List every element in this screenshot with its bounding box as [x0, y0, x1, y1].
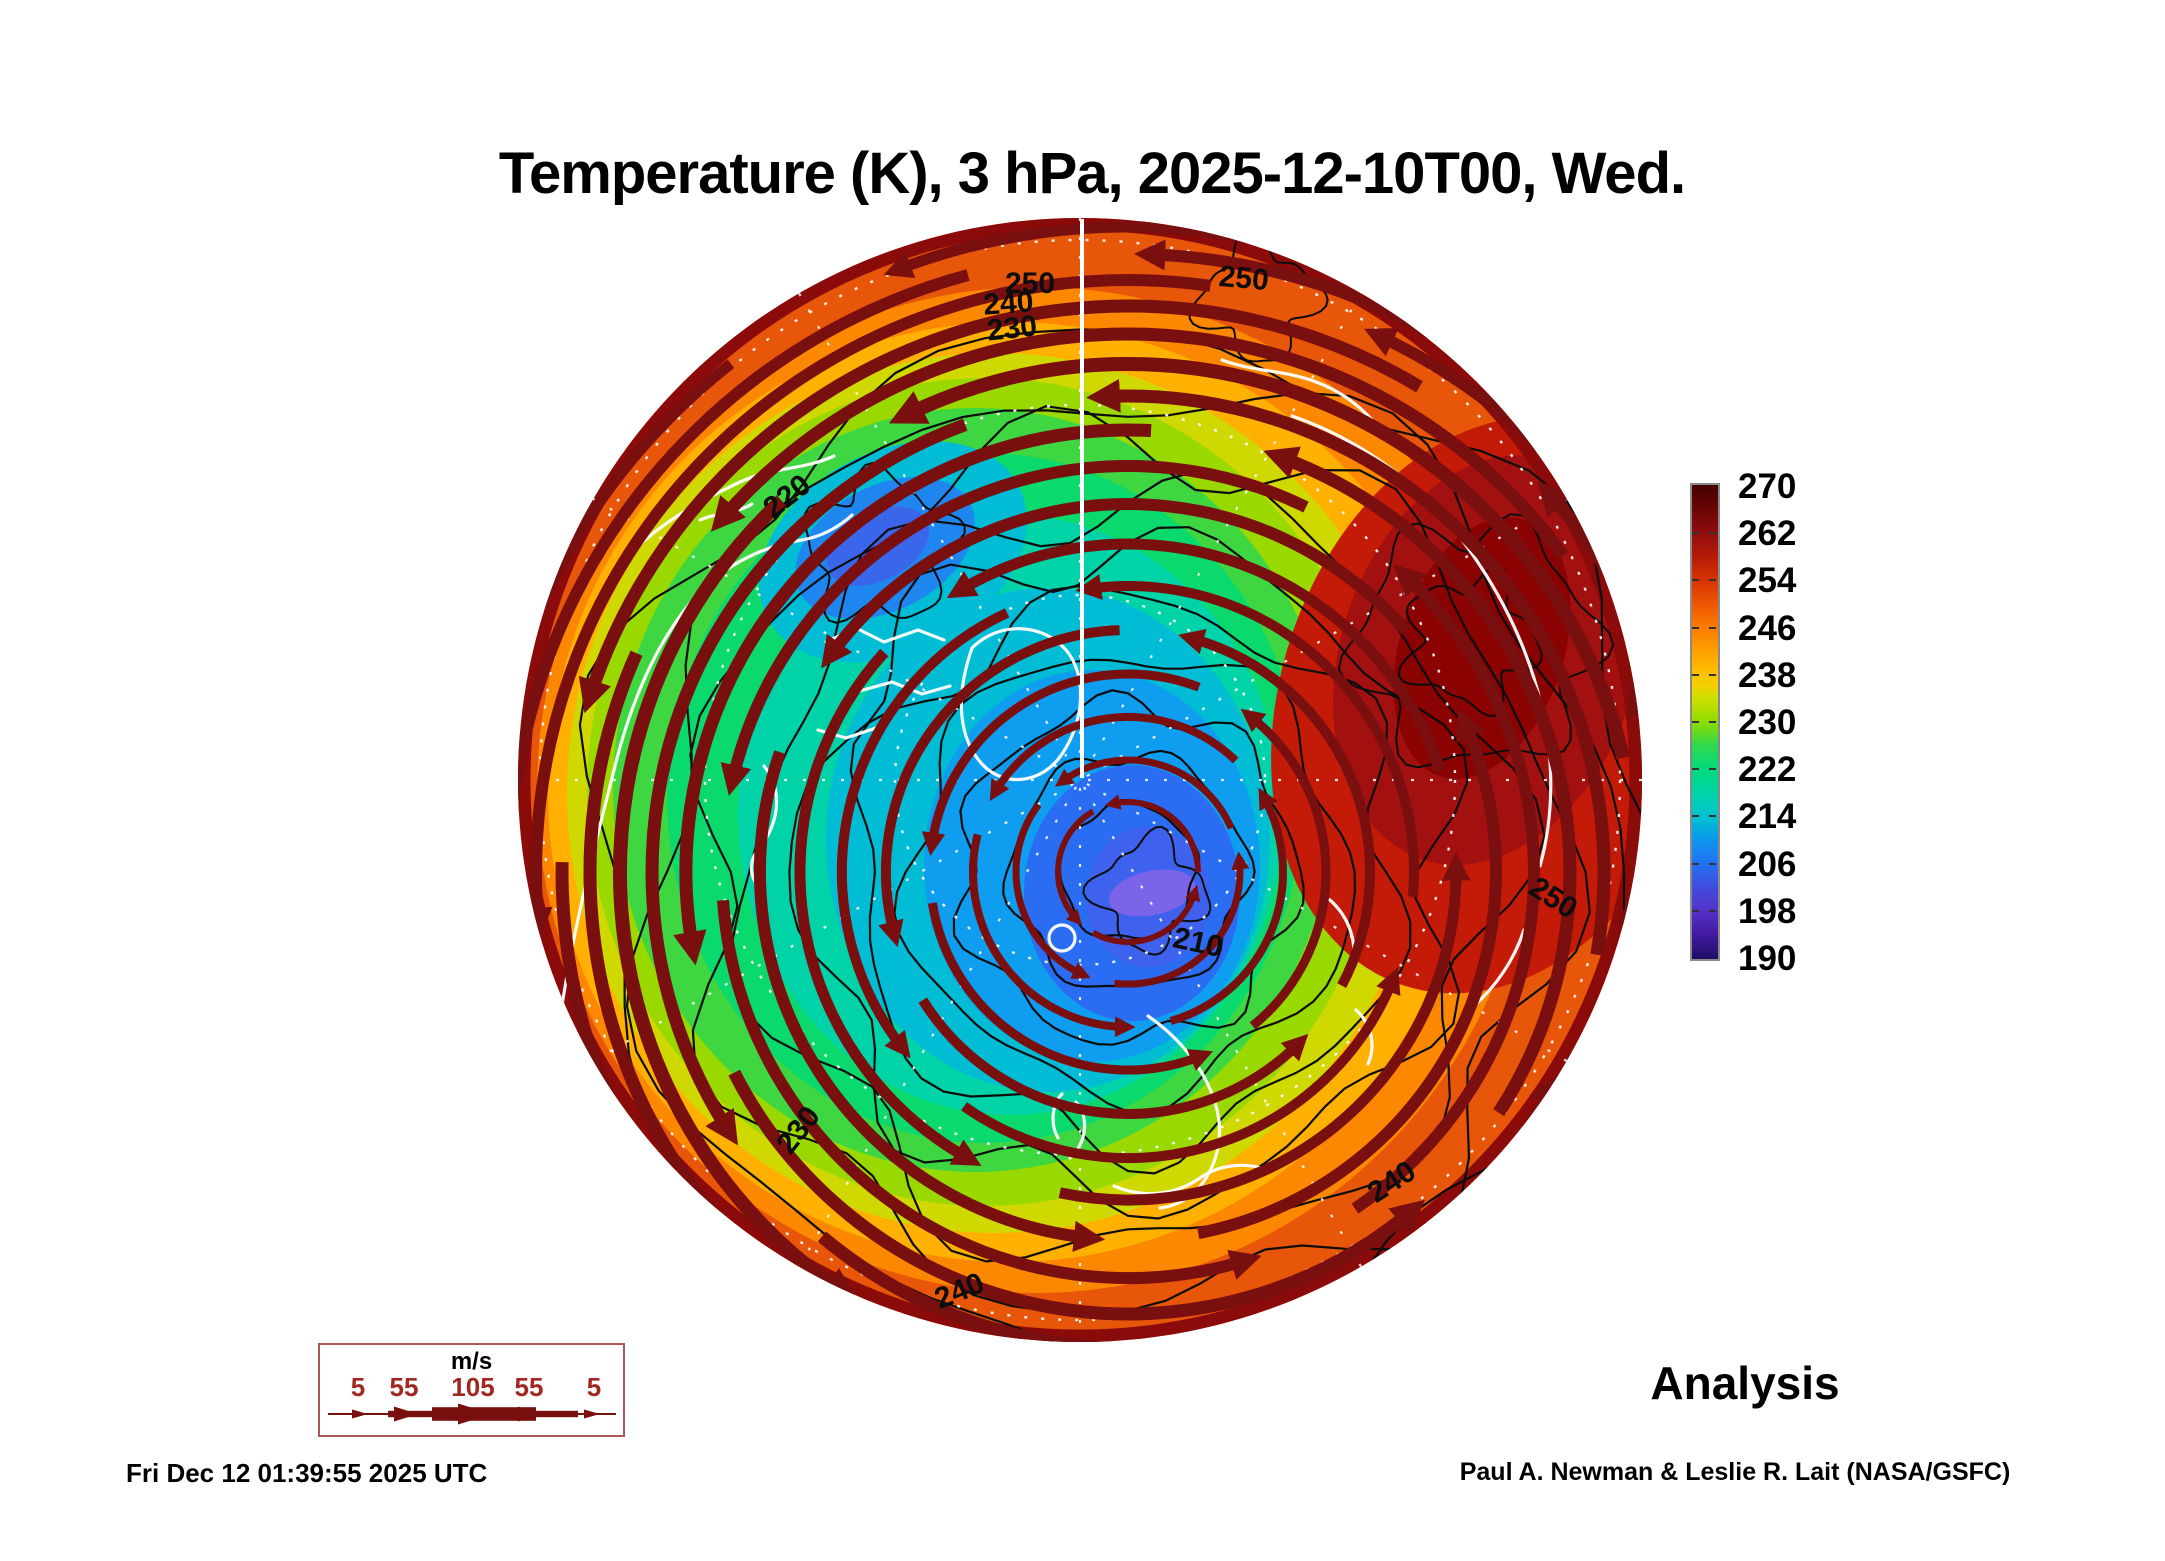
colorbar-tick-mark — [1692, 721, 1699, 723]
streamline-arc — [753, 750, 1106, 1252]
wind-speed-label: 105 — [451, 1372, 495, 1402]
colorbar-tick-mark — [1709, 627, 1716, 629]
streamline-arc — [1091, 885, 1201, 945]
coastline — [1112, 1163, 1270, 1196]
streamline-arc — [578, 299, 1423, 714]
colorbar-tick-mark — [1709, 768, 1716, 770]
colorbar-tick-mark — [1709, 815, 1716, 817]
contour-line — [689, 405, 1591, 1315]
streamline-arc — [1113, 851, 1250, 988]
streamline-arc — [1075, 574, 1419, 898]
colorbar-tick: 270 — [1738, 467, 1797, 506]
streamline-arc — [888, 357, 1630, 760]
coastline-iceland — [1047, 923, 1077, 953]
streamline-arc — [1351, 564, 1540, 1214]
wind-speed-label: 55 — [389, 1372, 419, 1402]
streamline-arc — [961, 967, 1401, 1163]
wind-unit-label: m/s — [450, 1348, 493, 1375]
colorbar-tick-mark — [1692, 579, 1699, 581]
contour-line — [730, 469, 1546, 1263]
colorbar-tick: 198 — [1738, 892, 1797, 931]
colorbar-tick-mark — [1692, 815, 1699, 817]
credit-line: Paul A. Newman & Leslie R. Lait (NASA/GS… — [1459, 1458, 2011, 1486]
colorbar-tick: 190 — [1738, 939, 1797, 978]
streamline-arc — [794, 648, 982, 1166]
streamline-arc — [1012, 802, 1091, 979]
streamline-arc — [717, 899, 1262, 1285]
streamline-arc — [645, 418, 968, 1146]
coastline-greenland — [959, 627, 1083, 782]
coastline — [1220, 358, 1376, 424]
colorbar-tick-mark — [1709, 721, 1716, 723]
contour-line — [788, 526, 1469, 1220]
figure-title: Temperature (K), 3 hPa, 2025-12-10T00, W… — [498, 141, 1686, 206]
streamline-arc — [612, 495, 859, 1304]
streamline-arc — [1169, 787, 1287, 1025]
colorbar-tick: 222 — [1738, 750, 1797, 789]
colorbar-tick: 246 — [1738, 609, 1797, 648]
wind-legend: m/s 5 55 105 55 5 — [318, 1343, 625, 1437]
streamline-arc — [1197, 708, 1502, 1240]
streamline-arc — [921, 669, 1201, 856]
colorbar-tick-mark — [1709, 910, 1716, 912]
colorbar-tick-mark — [1692, 863, 1699, 865]
latitude-circle — [703, 403, 1457, 1157]
colorbar-tick: 230 — [1738, 703, 1797, 742]
streamline-arc — [728, 1069, 1426, 1321]
colorbar-tick: 262 — [1738, 514, 1797, 553]
contour-label: 240 — [982, 285, 1034, 321]
streamline-arc — [1058, 852, 1471, 1206]
streamline-arc — [969, 833, 1136, 1038]
contour-label: 250 — [1005, 267, 1055, 300]
streamline-arc — [710, 327, 1569, 560]
streamline-arc — [1086, 378, 1611, 956]
streamline-arc — [878, 625, 1120, 948]
generated-timestamp: Fri Dec 12 01:39:55 2025 UTC — [126, 1458, 488, 1488]
contour-label: 230 — [985, 310, 1038, 348]
streamline-arc — [946, 538, 1446, 773]
streamline-arc — [1240, 708, 1331, 1030]
colorbar-tick-mark — [1692, 768, 1699, 770]
colorbar-tick-mark — [1692, 532, 1699, 534]
streamline-arc — [1178, 629, 1376, 988]
streamline-arc — [989, 713, 1239, 802]
streamline-arc — [1263, 446, 1577, 1117]
streamline-arc — [918, 997, 1309, 1119]
streamline-arc — [821, 498, 1411, 669]
colorbar-tick-mark — [1709, 863, 1716, 865]
streamline-arc — [583, 650, 1027, 1342]
streamline-arc — [673, 423, 1152, 966]
colorbar-tick: 254 — [1738, 561, 1797, 600]
contour-label: 250 — [1217, 260, 1270, 297]
wind-speed-label: 5 — [586, 1372, 602, 1402]
colorbar-tick-mark — [1692, 627, 1699, 629]
wind-speed-label: 5 — [350, 1372, 366, 1402]
streamline-arc — [927, 902, 1214, 1075]
streamline-arc — [1104, 794, 1201, 873]
contour-line — [1002, 749, 1256, 988]
colorbar-tick: 206 — [1738, 845, 1797, 884]
colorbar-tick-mark — [1709, 579, 1716, 581]
streamline-arc — [1054, 756, 1235, 830]
wind-speed-label: 55 — [514, 1372, 544, 1402]
streamline-arc — [1055, 808, 1095, 926]
colorbar-tick: 238 — [1738, 656, 1797, 695]
colorbar-tick-mark — [1692, 910, 1699, 912]
colorbar-tick-mark — [1692, 674, 1699, 676]
streamline-arc — [837, 608, 1010, 1059]
streamline-arc — [521, 274, 1212, 940]
streamline-arc — [720, 460, 1309, 796]
wind-arrow-glyph — [328, 1403, 616, 1425]
colorbar-tick-mark — [1709, 674, 1716, 676]
contour-line — [1337, 513, 1615, 769]
colorbar-tick-mark — [1709, 532, 1716, 534]
analysis-label: Analysis — [1650, 1357, 1840, 1409]
colorbar-tick: 214 — [1738, 797, 1797, 836]
contour-line — [849, 585, 1412, 1175]
